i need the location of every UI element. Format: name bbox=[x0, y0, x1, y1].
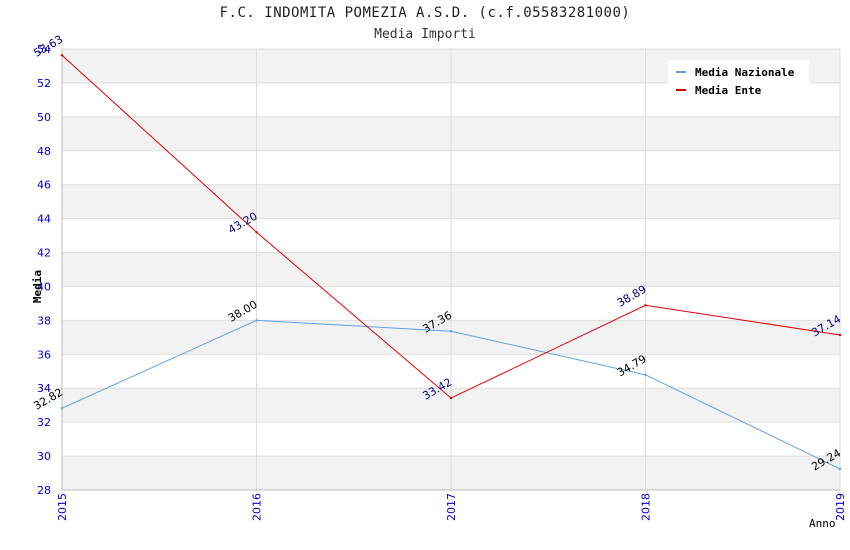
legend: Media Nazionale Media Ente bbox=[668, 60, 809, 101]
y-tick-label: 50 bbox=[37, 111, 51, 124]
legend-item-media-nazionale: Media Nazionale bbox=[676, 64, 794, 80]
legend-swatch-media-nazionale bbox=[676, 71, 686, 73]
legend-label-media-ente: Media Ente bbox=[695, 83, 762, 97]
data-point-media-ente bbox=[60, 54, 64, 57]
data-label-media-nazionale: 34.79 bbox=[615, 352, 649, 379]
y-tick-label: 28 bbox=[37, 484, 51, 497]
data-point-media-nazionale bbox=[60, 407, 64, 410]
x-tick-label: 2019 bbox=[834, 493, 847, 521]
x-axis-label: Anno bbox=[809, 517, 836, 530]
y-tick-label: 46 bbox=[37, 179, 51, 192]
y-tick-label: 42 bbox=[37, 247, 51, 260]
y-tick-label: 40 bbox=[37, 280, 51, 293]
y-tick-label: 54 bbox=[37, 43, 51, 56]
y-tick-label: 30 bbox=[37, 450, 51, 463]
data-point-media-nazionale bbox=[644, 373, 647, 377]
x-tick-label: 2016 bbox=[251, 493, 264, 521]
y-tick-label: 44 bbox=[37, 213, 51, 226]
chart-subtitle: Media Importi bbox=[374, 27, 476, 42]
chart-title: F.C. INDOMITA POMEZIA A.S.D. (c.f.055832… bbox=[219, 5, 631, 21]
x-tick-label: 2015 bbox=[56, 493, 69, 521]
x-tick-label: 2017 bbox=[445, 493, 458, 521]
y-tick-label: 32 bbox=[37, 416, 51, 429]
y-axis-label: Media bbox=[31, 269, 45, 304]
data-point-media-nazionale bbox=[449, 330, 453, 333]
legend-item-media-ente: Media Ente bbox=[676, 82, 761, 98]
legend-label-media-nazionale: Media Nazionale bbox=[695, 65, 795, 79]
legend-swatch-media-ente bbox=[676, 89, 686, 91]
x-tick-label: 2018 bbox=[640, 493, 653, 521]
y-tick-label: 36 bbox=[37, 348, 51, 361]
data-point-media-nazionale bbox=[255, 319, 258, 322]
data-point-media-nazionale bbox=[838, 467, 842, 471]
data-point-media-ente bbox=[838, 333, 842, 337]
y-tick-label: 38 bbox=[37, 314, 51, 327]
data-point-media-ente bbox=[449, 396, 453, 400]
data-point-media-ente bbox=[255, 230, 258, 234]
data-point-media-ente bbox=[644, 304, 647, 307]
y-tick-label: 34 bbox=[37, 382, 51, 395]
y-tick-label: 52 bbox=[37, 77, 51, 90]
y-tick-label: 48 bbox=[37, 145, 51, 158]
